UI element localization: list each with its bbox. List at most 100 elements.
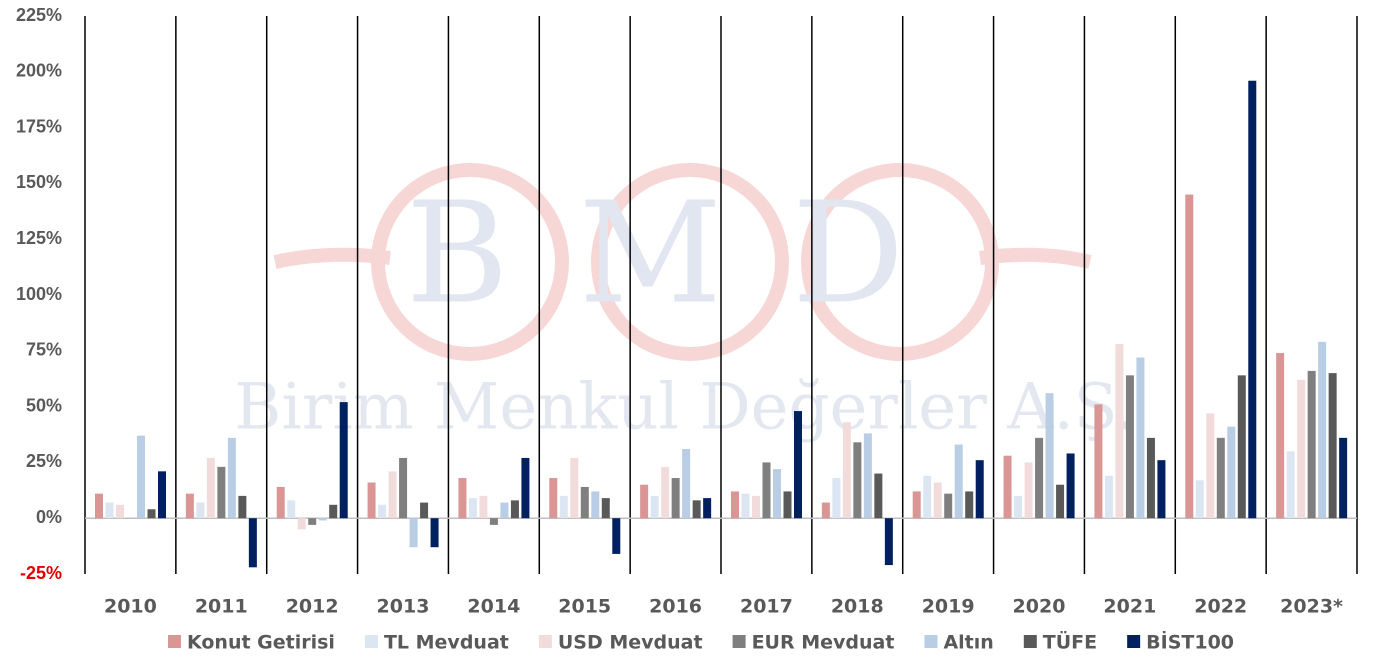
bar <box>1216 437 1225 519</box>
bar <box>1066 453 1075 519</box>
bar <box>703 498 712 519</box>
x-tick-label: 2012 <box>286 596 339 618</box>
y-tick-label: 25% <box>26 451 62 471</box>
y-tick-label: 125% <box>16 228 62 248</box>
legend-label: TL Mevduat <box>384 632 509 654</box>
x-tick-label: 2018 <box>831 596 884 618</box>
bar <box>650 495 659 519</box>
bar <box>1125 375 1134 519</box>
x-tick-label: 2013 <box>377 596 430 618</box>
bar <box>640 484 649 519</box>
bar <box>752 495 760 519</box>
bar <box>842 422 851 519</box>
bar <box>1286 451 1295 519</box>
bar <box>378 504 387 519</box>
bar <box>1014 495 1023 519</box>
legend-label: USD Mevduat <box>558 632 703 654</box>
bar <box>1328 373 1337 519</box>
y-tick-label: 75% <box>26 340 62 360</box>
bar <box>297 518 306 530</box>
bar <box>510 500 519 519</box>
bar <box>1136 357 1145 519</box>
bar <box>591 491 600 519</box>
legend-label: BİST100 <box>1146 630 1234 654</box>
bar <box>762 462 771 519</box>
bar <box>1227 426 1236 519</box>
bar <box>741 493 750 519</box>
bar <box>105 502 114 519</box>
bar <box>500 502 509 519</box>
x-tick-label: 2017 <box>740 596 793 618</box>
bar <box>692 500 701 519</box>
x-tick-label: 2023* <box>1280 596 1343 618</box>
bar <box>339 402 348 519</box>
bar <box>147 509 156 519</box>
legend-swatch <box>732 635 746 648</box>
bar <box>832 478 841 519</box>
bar <box>95 493 103 519</box>
bar <box>479 495 488 519</box>
bar <box>430 518 439 548</box>
bar <box>308 518 317 525</box>
bar <box>559 495 568 519</box>
x-tick-label: 2016 <box>649 596 702 618</box>
bar <box>821 502 830 519</box>
bar <box>549 478 558 519</box>
bar <box>217 466 226 519</box>
bar <box>185 493 194 519</box>
bar <box>1237 375 1246 519</box>
bar <box>1297 379 1306 519</box>
bar <box>773 469 781 519</box>
legend-swatch <box>538 635 552 648</box>
legend-swatch <box>924 635 938 648</box>
bar <box>318 518 327 521</box>
x-tick-label: 2020 <box>1013 596 1066 618</box>
bar <box>1339 437 1348 519</box>
bar <box>287 500 296 519</box>
legend-label: Konut Getirisi <box>187 632 335 654</box>
bar <box>884 518 893 566</box>
y-tick-label: 200% <box>16 61 62 81</box>
bar <box>399 457 408 519</box>
legend-label: TÜFE <box>1043 630 1097 654</box>
y-tick-label: 175% <box>16 116 62 136</box>
bar <box>1035 437 1044 519</box>
bar <box>923 475 932 519</box>
bar <box>954 444 963 519</box>
bar <box>248 518 257 568</box>
bar <box>1056 484 1065 519</box>
bar <box>1206 413 1215 519</box>
bar <box>458 478 467 519</box>
bar <box>206 457 215 519</box>
bar <box>1276 353 1285 519</box>
bar <box>1195 480 1204 519</box>
bar <box>137 435 145 519</box>
bar <box>661 466 670 519</box>
legend-swatch <box>1127 635 1141 648</box>
bar <box>238 495 247 519</box>
bar <box>965 491 974 519</box>
y-tick-label: 150% <box>16 172 62 192</box>
watermark-logo: BMD <box>406 173 974 336</box>
x-tick-label: 2021 <box>1103 596 1156 618</box>
legend-label: EUR Mevduat <box>752 632 895 654</box>
watermark: BMD Birim Menkul Değerler A.Ş. <box>234 163 1136 445</box>
bar <box>580 486 589 519</box>
bar <box>1248 80 1257 519</box>
x-tick-label: 2015 <box>558 596 611 618</box>
x-tick-label: 2022 <box>1194 596 1247 618</box>
bar <box>420 502 429 519</box>
x-tick-label: 2019 <box>922 596 975 618</box>
x-tick-label: 2010 <box>104 596 157 618</box>
bar <box>1185 194 1194 519</box>
bar <box>367 482 376 519</box>
bar <box>1307 370 1316 519</box>
bar <box>783 491 792 519</box>
bar <box>489 518 498 525</box>
bar <box>521 457 530 519</box>
bar <box>874 473 883 519</box>
x-tick-label: 2011 <box>195 596 248 618</box>
bar <box>863 433 872 519</box>
bar <box>933 482 942 519</box>
